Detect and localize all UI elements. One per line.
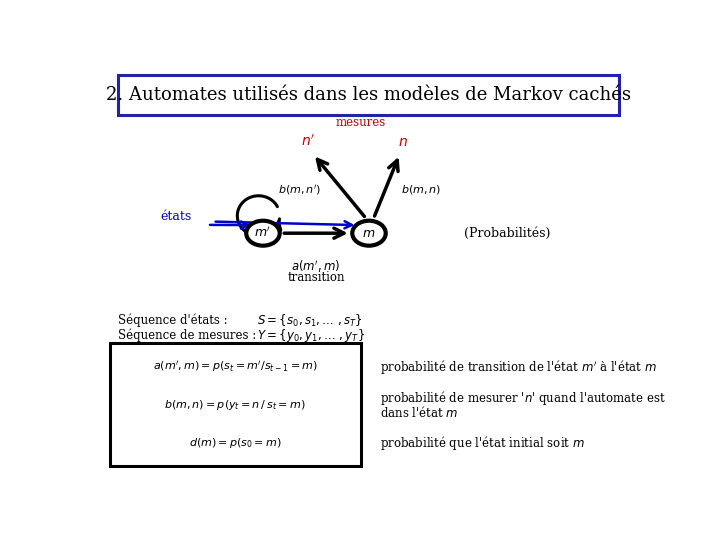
Text: probabilité que l'état initial soit $m$: probabilité que l'état initial soit $m$ [380,434,585,451]
Text: Séquence de mesures :: Séquence de mesures : [118,328,256,342]
Text: $n'$: $n'$ [301,134,315,149]
Text: $a(m',m)$: $a(m',m)$ [291,258,341,274]
FancyBboxPatch shape [109,343,361,466]
Text: mesures: mesures [336,116,386,129]
Text: probabilité de mesurer '$n$' quand l'automate est: probabilité de mesurer '$n$' quand l'aut… [380,389,666,408]
Text: probabilité de transition de l'état $m'$ à l'état $m$: probabilité de transition de l'état $m'$… [380,358,657,376]
Text: Séquence d'états :: Séquence d'états : [118,314,228,327]
Text: états: états [161,210,192,223]
Text: transition: transition [287,272,345,285]
Text: $Y = \{y_0, y_1, \ldots\ ,y_T\}$: $Y = \{y_0, y_1, \ldots\ ,y_T\}$ [258,327,366,343]
Text: (Probabilités): (Probabilités) [464,227,550,240]
Text: $b(m,n)$: $b(m,n)$ [401,183,441,196]
Text: $S = \{s_0, s_1, \ldots\ ,s_T\}$: $S = \{s_0, s_1, \ldots\ ,s_T\}$ [258,313,364,328]
Text: dans l'état $m$: dans l'état $m$ [380,404,459,420]
Text: $d(m) = p(s_0 = m)$: $d(m) = p(s_0 = m)$ [189,436,282,450]
Circle shape [352,221,386,246]
Text: $n$: $n$ [397,135,408,149]
Circle shape [246,221,280,246]
Text: 2. Automates utilisés dans les modèles de Markov cachés: 2. Automates utilisés dans les modèles d… [106,86,631,104]
Text: $m$: $m$ [362,227,376,240]
Text: $b(m,n) = p(y_t = n\,/\,s_t = m)$: $b(m,n) = p(y_t = n\,/\,s_t = m)$ [164,398,306,411]
Text: $a(m',m) = p(s_t = m'/s_{t-1} = m)$: $a(m',m) = p(s_t = m'/s_{t-1} = m)$ [153,359,318,374]
FancyBboxPatch shape [118,75,619,114]
Text: $m'$: $m'$ [254,226,271,240]
Text: $b(m,n')$: $b(m,n')$ [278,183,322,197]
